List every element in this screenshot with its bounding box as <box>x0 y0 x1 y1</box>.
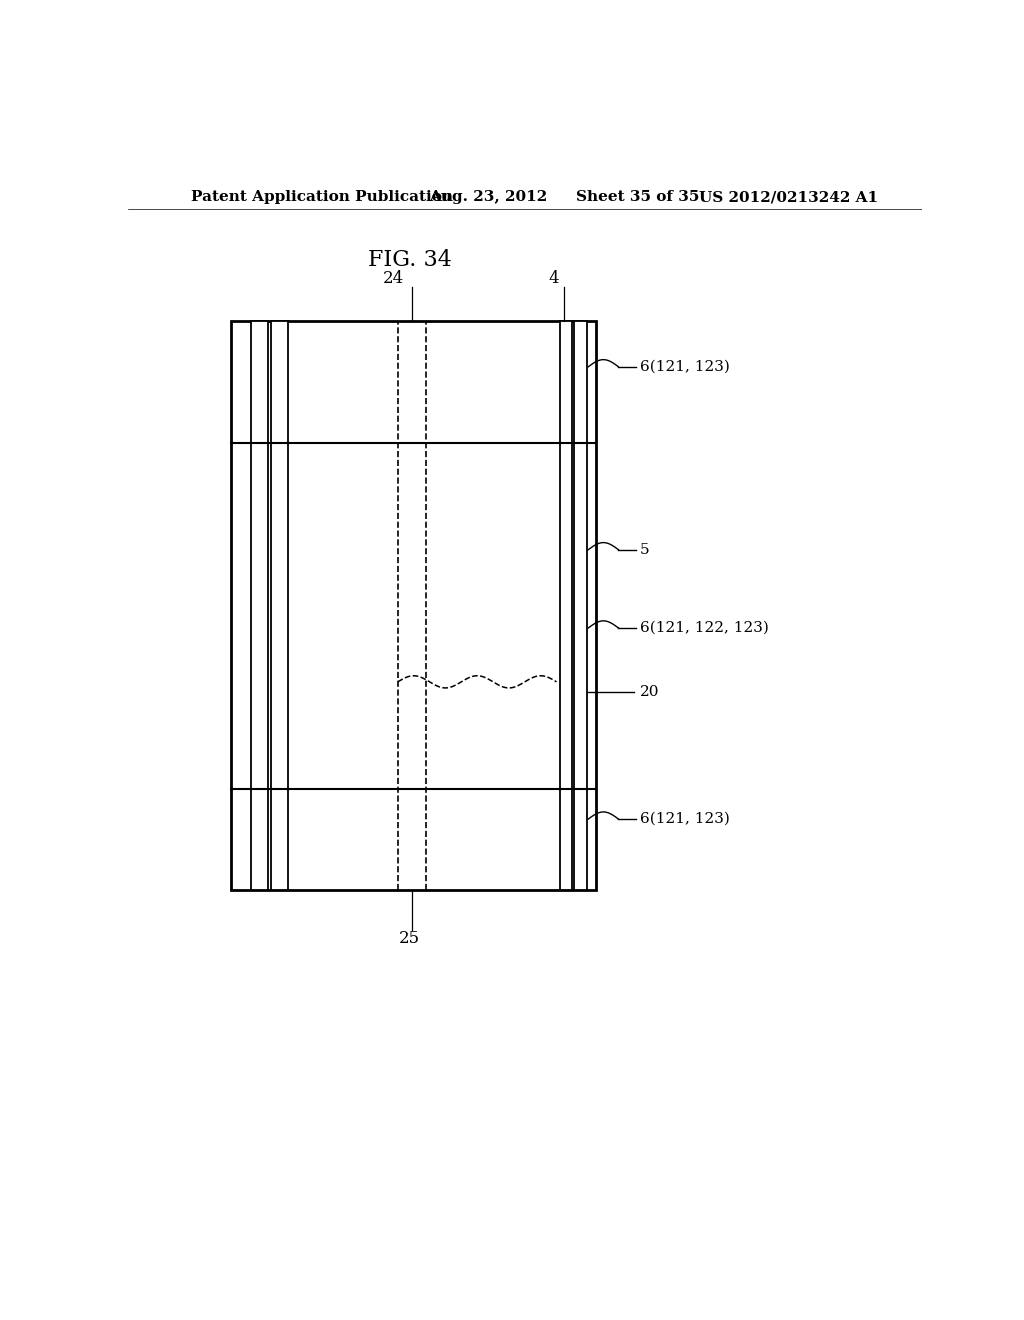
Text: US 2012/0213242 A1: US 2012/0213242 A1 <box>699 190 879 205</box>
Text: 6(121, 122, 123): 6(121, 122, 123) <box>640 620 769 635</box>
Bar <box>574 321 587 890</box>
Bar <box>251 321 268 890</box>
Text: 6(121, 123): 6(121, 123) <box>640 360 730 374</box>
Text: FIG. 34: FIG. 34 <box>368 249 452 271</box>
Text: 5: 5 <box>640 543 649 557</box>
Text: 24: 24 <box>383 271 404 288</box>
Text: Sheet 35 of 35: Sheet 35 of 35 <box>577 190 699 205</box>
Text: 20: 20 <box>640 685 659 700</box>
Text: Patent Application Publication: Patent Application Publication <box>191 190 454 205</box>
Text: 25: 25 <box>399 929 420 946</box>
Text: 6(121, 123): 6(121, 123) <box>640 812 730 826</box>
Text: 4: 4 <box>549 271 559 288</box>
Bar <box>560 321 572 890</box>
Bar <box>270 321 289 890</box>
Text: Aug. 23, 2012: Aug. 23, 2012 <box>430 190 548 205</box>
Bar <box>231 321 596 890</box>
